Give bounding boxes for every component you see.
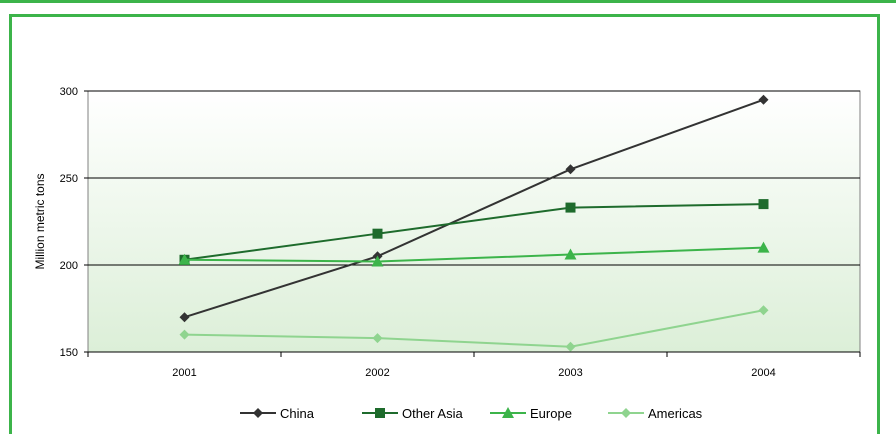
y-tick-label: 150	[60, 347, 78, 359]
x-tick-label: 2001	[172, 367, 196, 379]
legend-label: Europe	[530, 406, 572, 421]
legend-label: Other Asia	[402, 406, 463, 421]
legend-label: Americas	[648, 406, 703, 421]
series-europe	[178, 241, 770, 267]
legend: China Other Asia Europe Americas	[240, 406, 703, 421]
gridlines	[88, 90, 860, 266]
x-tick-label: 2003	[558, 367, 582, 379]
legend-marker	[253, 408, 263, 418]
data-point	[565, 202, 576, 213]
series-line	[184, 246, 764, 263]
data-point	[179, 312, 190, 323]
series-americas	[179, 305, 769, 352]
y-axis-label: Million metric tons	[33, 173, 47, 269]
data-point	[758, 305, 769, 316]
legend-label: China	[280, 406, 315, 421]
series-line	[184, 98, 764, 319]
legend-marker	[375, 408, 385, 418]
data-point	[758, 94, 769, 105]
data-point	[565, 341, 576, 352]
data-point	[758, 199, 769, 210]
data-point	[179, 329, 190, 340]
y-tick-label: 300	[60, 86, 78, 98]
data-point	[564, 248, 577, 260]
legend-item-europe: Europe	[490, 406, 572, 421]
series-line	[184, 309, 764, 348]
data-point	[371, 255, 384, 267]
legend-item-other-asia: Other Asia	[362, 406, 463, 421]
series-layer	[178, 94, 770, 352]
chart-frame	[9, 14, 880, 434]
legend-marker	[621, 408, 631, 418]
legend-item-china: China	[240, 406, 315, 421]
x-tick-label: 2004	[751, 367, 775, 379]
data-point	[757, 241, 770, 253]
legend-item-americas: Americas	[608, 406, 703, 421]
legend-marker	[502, 407, 514, 418]
series-line	[184, 203, 764, 261]
data-point	[178, 253, 191, 265]
y-tick-label: 200	[60, 260, 78, 272]
top-rule	[0, 0, 896, 3]
x-axis: 2001 2002 2003 2004	[87, 351, 861, 379]
series-china	[179, 94, 769, 323]
y-axis: 150 200 250 300	[60, 86, 88, 359]
x-tick-label: 2002	[365, 367, 389, 379]
data-point	[565, 164, 576, 175]
data-point	[372, 333, 383, 344]
data-point	[372, 228, 383, 239]
y-tick-label: 250	[60, 173, 78, 185]
